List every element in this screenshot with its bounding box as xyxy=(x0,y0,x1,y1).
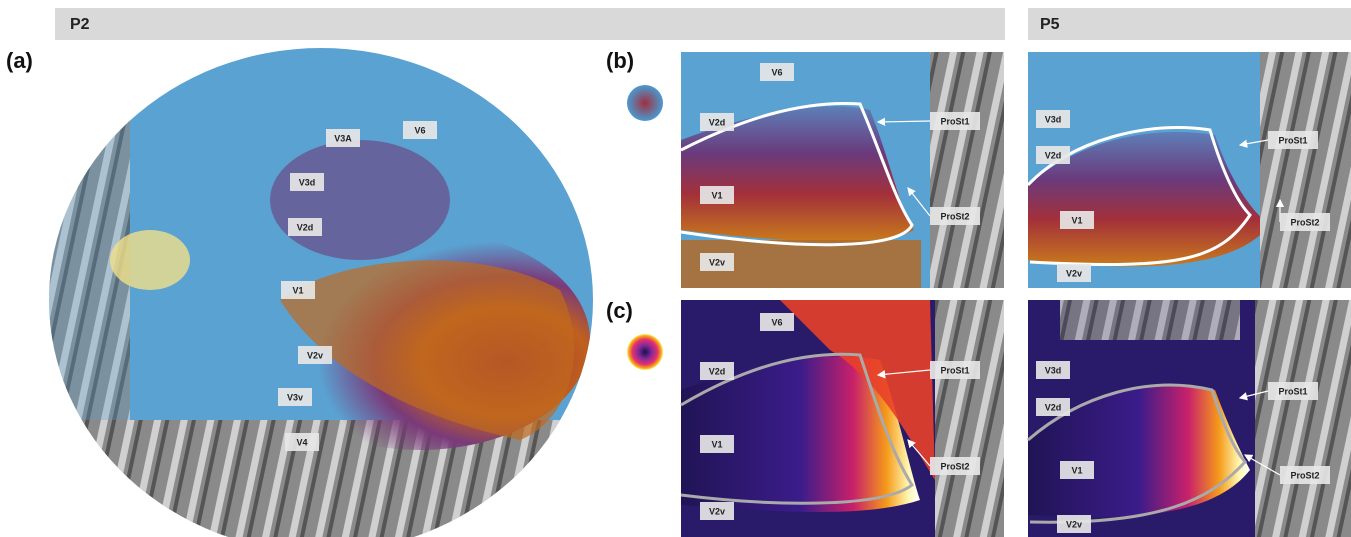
region-label: V3A xyxy=(334,133,352,143)
region-label: ProSt1 xyxy=(940,365,969,375)
region-label: ProSt2 xyxy=(1290,217,1319,227)
region-label: V2v xyxy=(307,350,323,360)
region-label: V1 xyxy=(711,439,722,449)
region-label: V2v xyxy=(709,506,725,516)
header-bar xyxy=(1028,8,1351,40)
figure: P2 P5 (a) (b) (c) V3A V6 V3d V2d V1 V2v V3v V4 V… xyxy=(0,0,1351,537)
region-label: V2d xyxy=(1045,402,1062,412)
region-label: V1 xyxy=(711,190,722,200)
region-label: V2d xyxy=(709,366,726,376)
region-label: ProSt1 xyxy=(1278,386,1307,396)
panel-label: (c) xyxy=(606,298,633,323)
region-label: V2d xyxy=(1045,150,1062,160)
region-label: V3v xyxy=(287,392,303,402)
region-label: ProSt2 xyxy=(940,461,969,471)
region-label: ProSt1 xyxy=(1278,135,1307,145)
color-wheel xyxy=(627,85,663,121)
region-label: V3d xyxy=(1045,114,1062,124)
panel-b-p5 xyxy=(1028,52,1351,288)
region-label: V6 xyxy=(771,317,782,327)
header: P5 xyxy=(1040,16,1060,33)
region-label: V2v xyxy=(709,257,725,267)
region-label: V4 xyxy=(296,437,307,447)
header-bar xyxy=(55,8,1005,40)
region-label: V2d xyxy=(297,222,314,232)
region-label: V2v xyxy=(1066,268,1082,278)
region-label: V3d xyxy=(299,177,316,187)
panel-label: (b) xyxy=(606,48,634,73)
region-label: V1 xyxy=(292,285,303,295)
region-label: ProSt1 xyxy=(940,116,969,126)
region-label: ProSt2 xyxy=(940,211,969,221)
region-label: V1 xyxy=(1071,215,1082,225)
header: P2 xyxy=(70,16,90,33)
brain-map xyxy=(40,40,600,537)
color-wheel xyxy=(627,334,663,370)
region-label: V6 xyxy=(414,125,425,135)
panel-label: (a) xyxy=(6,48,33,73)
region-label: V6 xyxy=(771,67,782,77)
panel-c-p2 xyxy=(681,300,1004,537)
panel-c-p5 xyxy=(1028,300,1351,537)
region-label: ProSt2 xyxy=(1290,470,1319,480)
region-label: V3d xyxy=(1045,365,1062,375)
panel-b-p2 xyxy=(681,52,1004,288)
region-label: V1 xyxy=(1071,465,1082,475)
region-label: V2v xyxy=(1066,519,1082,529)
region-label: V2d xyxy=(709,117,726,127)
